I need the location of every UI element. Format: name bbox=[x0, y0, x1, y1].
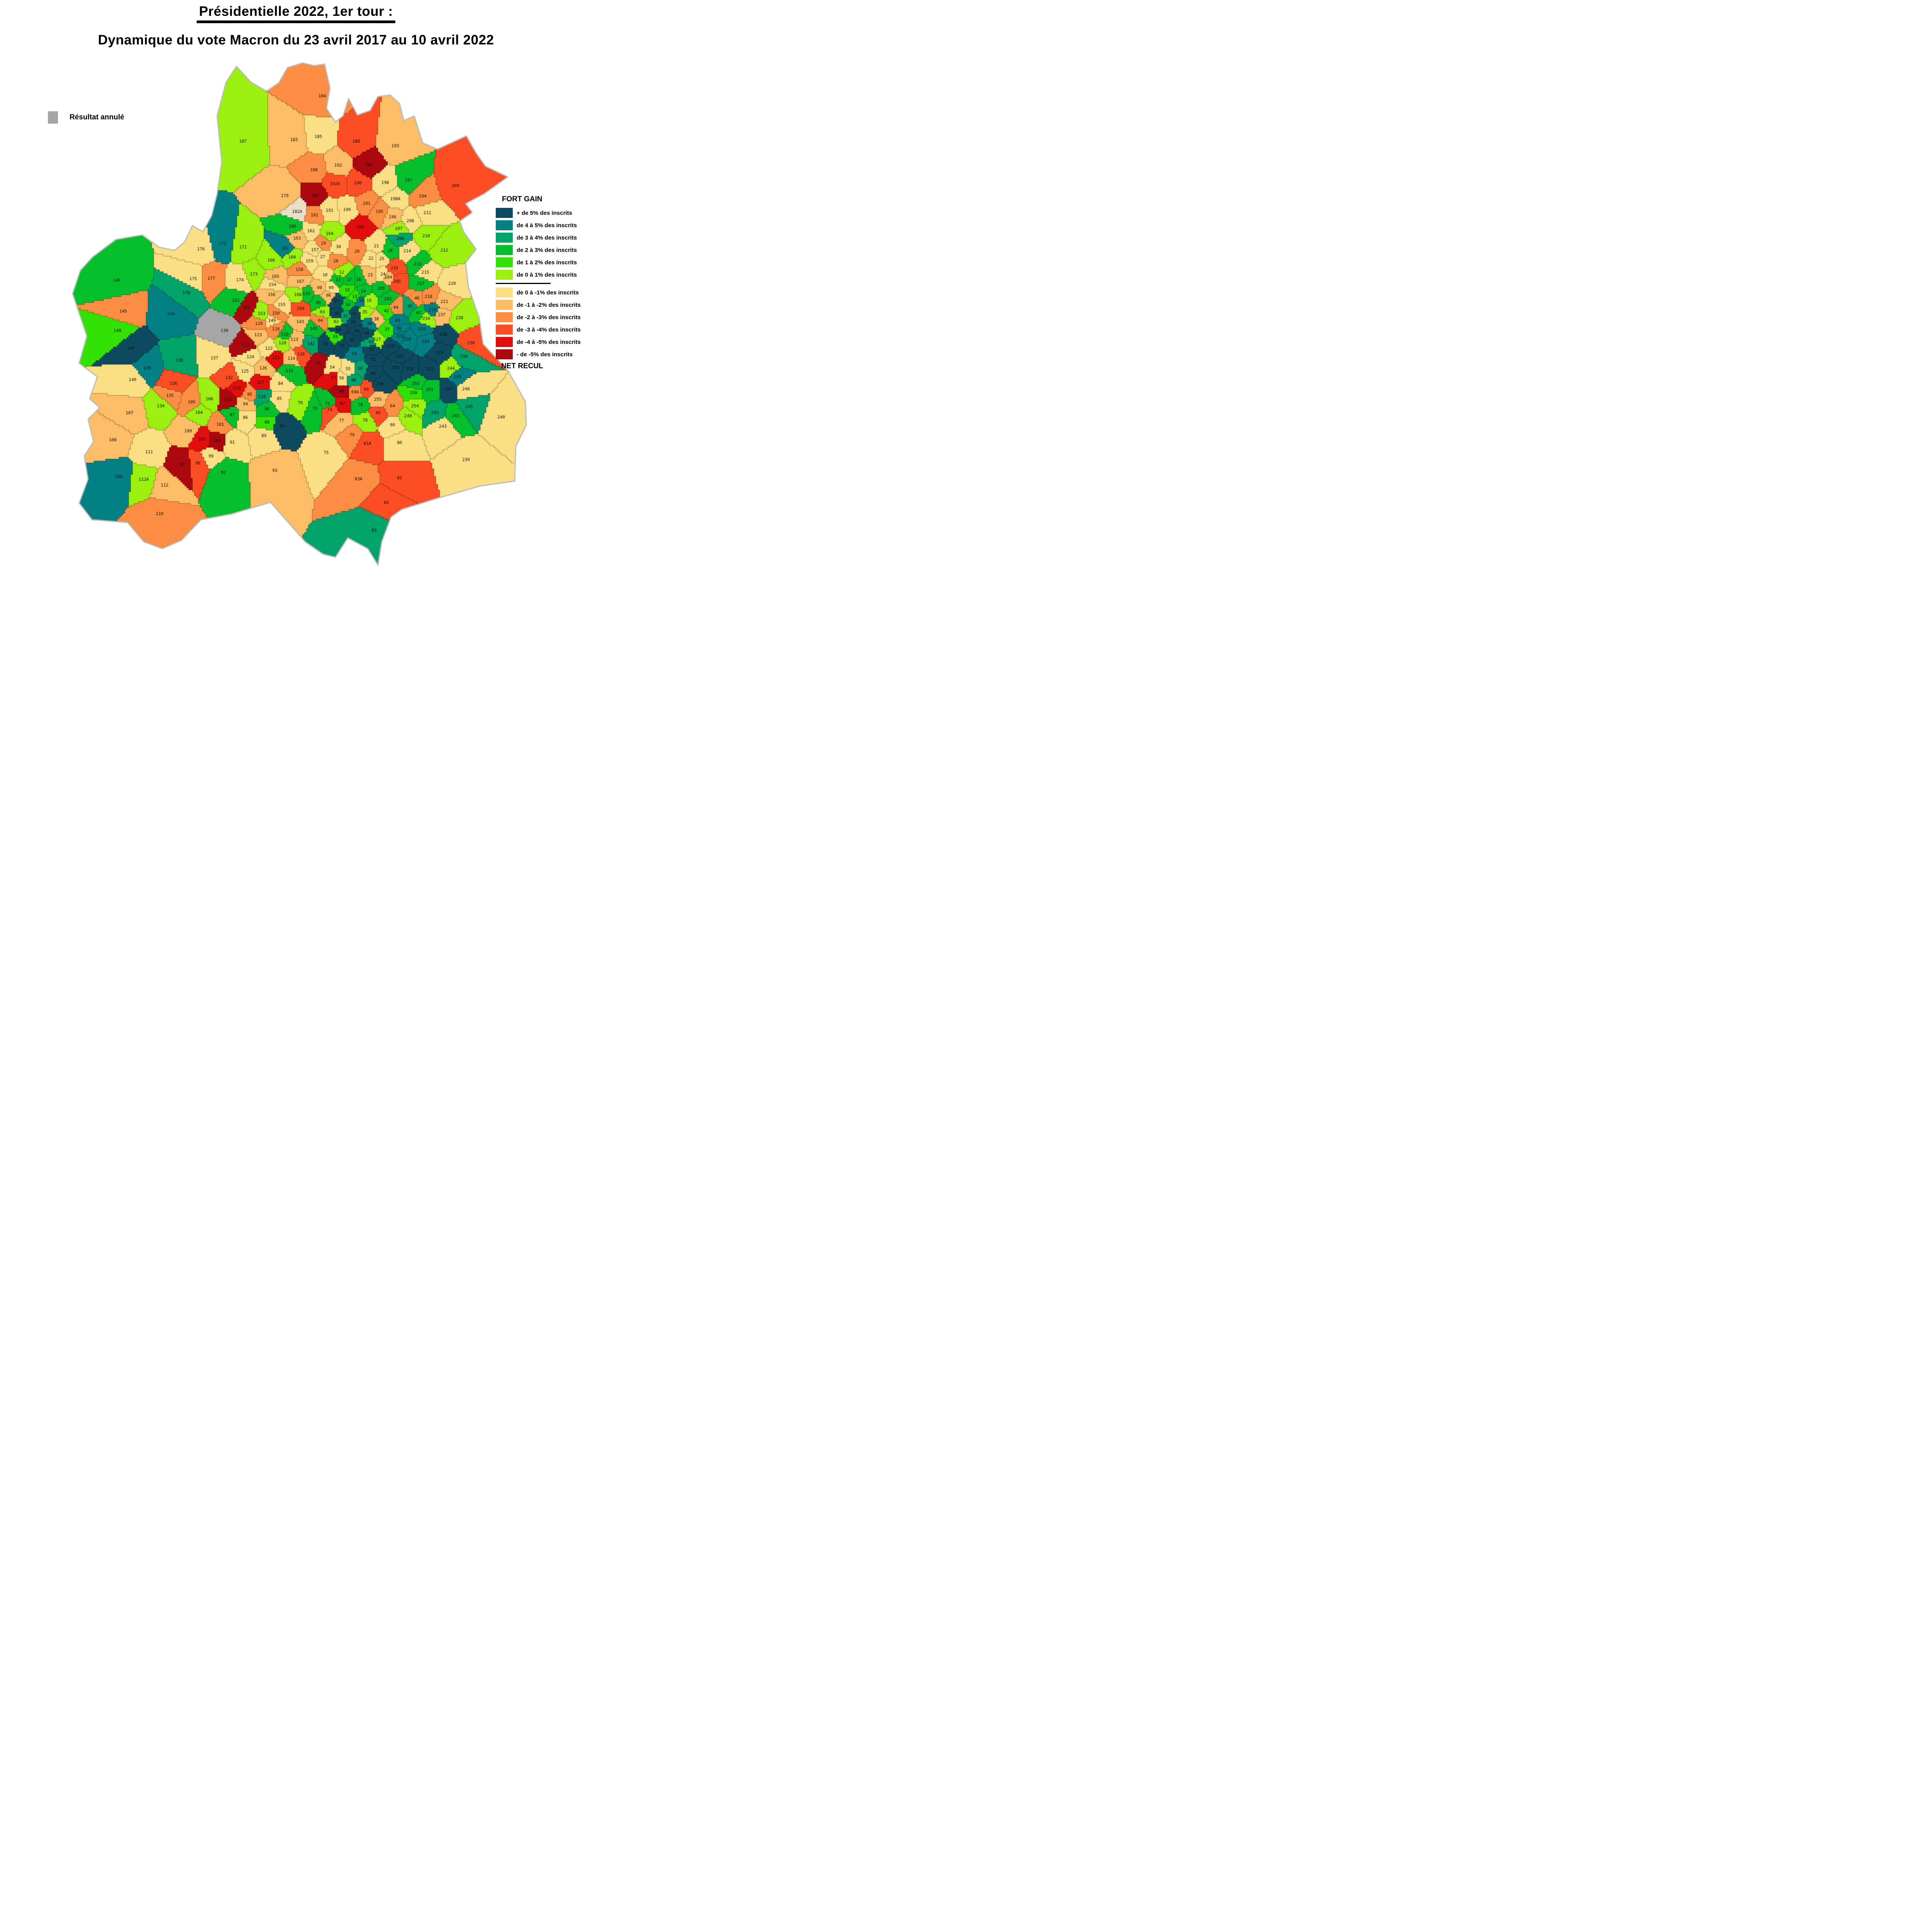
cancelled-result-label: Résultat annulé bbox=[70, 113, 124, 121]
legend-gain-list: + de 5% des inscrits de 4 à 5% des inscri… bbox=[496, 207, 592, 281]
title-line-1: Présidentielle 2022, 1er tour : bbox=[197, 4, 395, 23]
legend-item: de 4 à 5% des inscrits bbox=[496, 219, 592, 231]
legend-item: de 0 à 1% des inscrits bbox=[496, 269, 592, 281]
legend-swatch bbox=[496, 270, 513, 280]
page-title: Présidentielle 2022, 1er tour : Dynamiqu… bbox=[0, 4, 592, 48]
legend-label: - de -5% des inscrits bbox=[517, 351, 573, 358]
legend-item: + de 5% des inscrits bbox=[496, 207, 592, 219]
map-legend: FORT GAIN + de 5% des inscrits de 4 à 5% … bbox=[496, 195, 592, 371]
legend-item: - de -5% des inscrits bbox=[496, 348, 592, 361]
cancelled-result-legend: Résultat annulé bbox=[48, 111, 124, 124]
page: Présidentielle 2022, 1er tour : Dynamiqu… bbox=[0, 0, 592, 605]
legend-swatch bbox=[496, 287, 513, 298]
legend-item: de 1 à 2% des inscrits bbox=[496, 256, 592, 269]
legend-item: de -1 à -2% des inscrits bbox=[496, 299, 592, 311]
legend-label: de -1 à -2% des inscrits bbox=[517, 301, 581, 308]
legend-recul-list: de 0 à -1% des inscrits de -1 à -2% des i… bbox=[496, 286, 592, 361]
legend-swatch bbox=[496, 208, 513, 218]
title-line-2: Dynamique du vote Macron du 23 avril 201… bbox=[98, 32, 494, 48]
legend-separator bbox=[496, 283, 551, 284]
choropleth-map-canvas bbox=[0, 0, 592, 605]
legend-label: de 1 à 2% des inscrits bbox=[517, 259, 577, 266]
legend-swatch bbox=[496, 245, 513, 255]
legend-swatch bbox=[496, 337, 513, 347]
legend-label: de 0 à 1% des inscrits bbox=[517, 271, 577, 278]
legend-swatch bbox=[496, 325, 513, 335]
legend-swatch bbox=[496, 233, 513, 243]
legend-label: + de 5% des inscrits bbox=[517, 209, 572, 216]
legend-item: de 2 à 3% des inscrits bbox=[496, 244, 592, 256]
legend-label: de 2 à 3% des inscrits bbox=[517, 247, 577, 253]
legend-item: de -3 à -4% des inscrits bbox=[496, 323, 592, 336]
legend-item: de -4 à -5% des inscrits bbox=[496, 336, 592, 348]
legend-label: de -3 à -4% des inscrits bbox=[517, 326, 581, 333]
legend-label: de -2 à -3% des inscrits bbox=[517, 314, 581, 321]
legend-item: de -2 à -3% des inscrits bbox=[496, 311, 592, 323]
legend-swatch bbox=[496, 257, 513, 267]
cancelled-result-swatch bbox=[48, 111, 58, 124]
legend-swatch bbox=[496, 312, 513, 322]
legend-label: de 4 à 5% des inscrits bbox=[517, 222, 577, 229]
legend-label: de 0 à -1% des inscrits bbox=[517, 289, 579, 296]
legend-recul-footer: NET RECUL bbox=[501, 362, 543, 370]
legend-label: de -4 à -5% des inscrits bbox=[517, 338, 581, 345]
legend-label: de 3 à 4% des inscrits bbox=[517, 234, 577, 241]
legend-swatch bbox=[496, 220, 513, 230]
legend-item: de 3 à 4% des inscrits bbox=[496, 231, 592, 244]
legend-item: de 0 à -1% des inscrits bbox=[496, 286, 592, 299]
legend-gain-header: FORT GAIN bbox=[502, 195, 543, 203]
legend-swatch bbox=[496, 349, 513, 359]
legend-swatch bbox=[496, 300, 513, 310]
